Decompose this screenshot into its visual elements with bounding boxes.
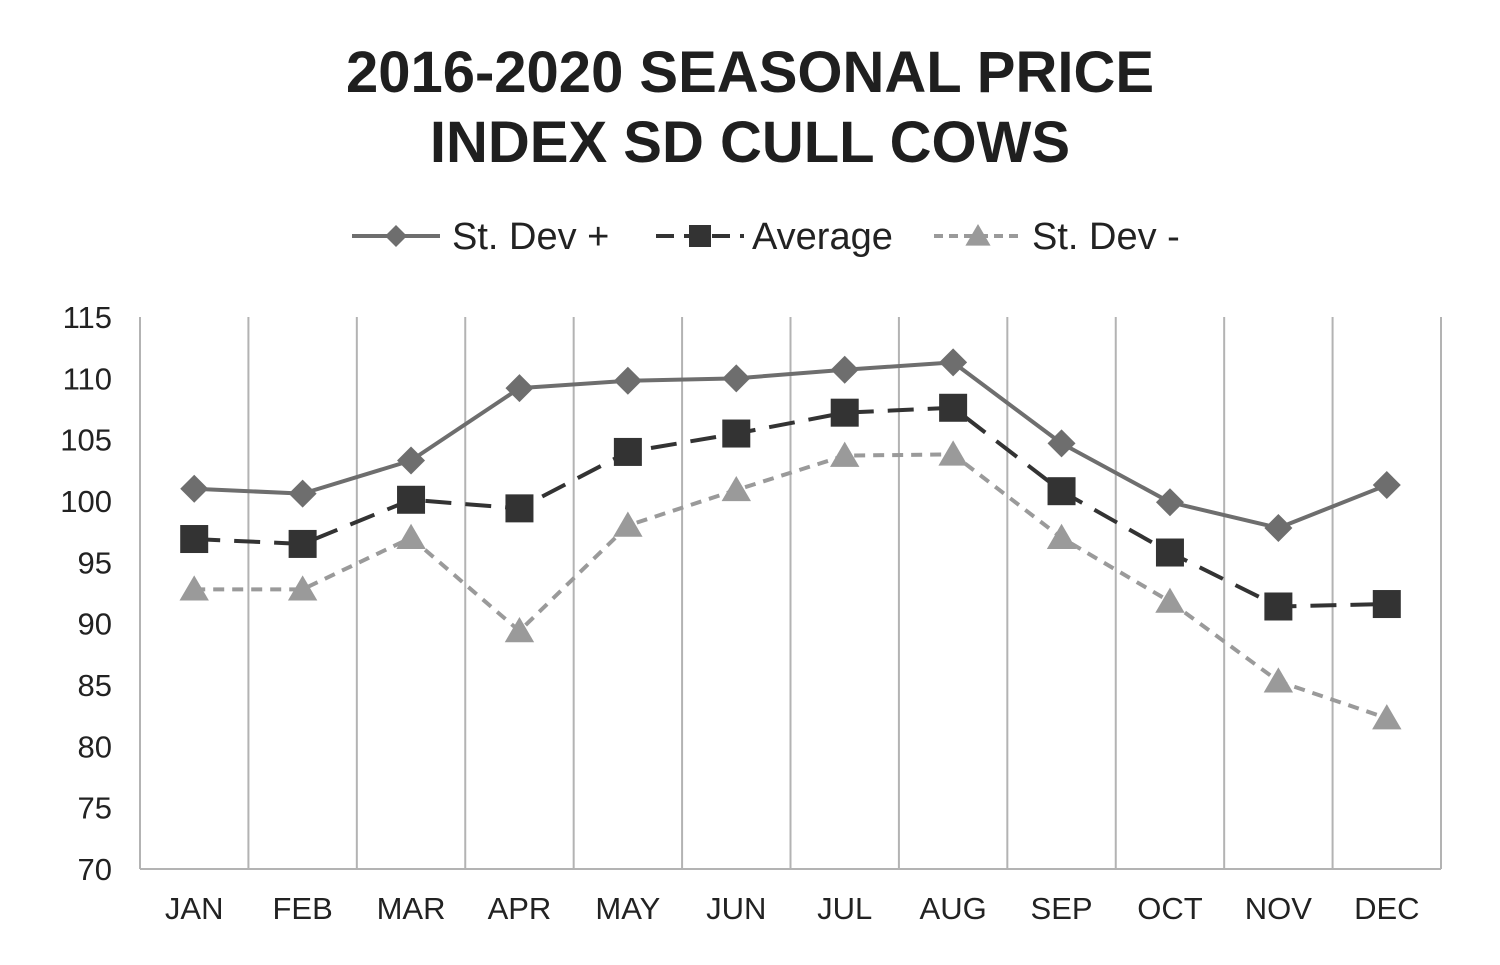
triangle-marker — [1155, 587, 1185, 613]
diamond-marker — [180, 474, 209, 503]
legend-item: Average — [656, 216, 893, 258]
triangle-marker — [287, 575, 318, 601]
square-marker — [689, 225, 711, 247]
x-tick-label: MAR — [377, 891, 446, 926]
x-tick-label: JAN — [165, 891, 224, 926]
x-tick-label: NOV — [1245, 891, 1313, 926]
x-axis-tick-labels: JAN FEB MAR APR MAY JUN JUL AUG SEP OCT NOV DEC — [165, 891, 1420, 926]
y-tick-label: 80 — [78, 729, 112, 764]
triangle-marker — [965, 224, 991, 246]
triangle-marker — [721, 475, 751, 502]
plot-area: 115 110 105 100 95 90 85 80 75 70 JAN FEB MAR APR MAY… — [60, 300, 1442, 926]
diamond-marker — [1264, 513, 1293, 542]
y-axis-tick-labels: 115 110 105 100 95 90 85 80 75 70 — [60, 300, 112, 887]
legend-label: St. Dev - — [1032, 216, 1180, 258]
series-line — [194, 405, 1387, 609]
x-tick-label: JUN — [706, 891, 766, 926]
chart-title: 2016-2020 SEASONAL PRICE INDEX SD CULL C… — [0, 38, 1500, 178]
series-st-dev — [179, 440, 1402, 730]
square-marker — [722, 419, 751, 448]
series-lines — [179, 348, 1402, 730]
y-tick-label: 110 — [63, 361, 112, 396]
diamond-marker — [722, 364, 751, 393]
square-marker — [1047, 477, 1076, 506]
square-marker — [939, 393, 968, 422]
diamond-marker — [613, 366, 642, 395]
square-marker — [288, 529, 317, 558]
diamond-marker — [939, 348, 968, 377]
grid-lines — [139, 317, 1442, 869]
diamond-marker — [505, 374, 534, 403]
x-tick-label: OCT — [1137, 891, 1203, 926]
triangle-marker — [179, 575, 209, 601]
x-tick-label: AUG — [920, 891, 987, 926]
triangle-marker — [613, 511, 643, 537]
triangle-marker — [504, 617, 535, 643]
y-tick-label: 100 — [60, 484, 112, 519]
square-marker — [397, 485, 426, 514]
diamond-marker — [288, 479, 317, 508]
legend-item: St. Dev - — [934, 216, 1180, 258]
diamond-marker — [1372, 471, 1401, 500]
series-line — [194, 360, 1388, 530]
y-tick-label: 95 — [78, 545, 112, 580]
x-tick-label: SEP — [1031, 891, 1093, 926]
x-tick-label: FEB — [272, 891, 332, 926]
y-tick-label: 85 — [78, 668, 112, 703]
square-marker — [613, 437, 642, 466]
square-marker — [1264, 592, 1293, 621]
diamond-marker — [397, 446, 426, 475]
diamond-marker — [1155, 488, 1184, 517]
diamond-marker — [830, 355, 859, 384]
triangle-marker — [396, 523, 426, 549]
chart-title-line-2: INDEX SD CULL COWS — [429, 110, 1071, 175]
triangle-marker — [1372, 704, 1402, 730]
square-marker — [505, 494, 534, 523]
square-marker — [1155, 538, 1184, 567]
y-tick-label: 75 — [78, 791, 112, 826]
triangle-marker — [938, 440, 968, 466]
x-tick-label: APR — [488, 891, 552, 926]
square-marker — [1372, 590, 1401, 619]
triangle-marker — [1046, 523, 1077, 549]
x-tick-label: DEC — [1354, 891, 1419, 926]
x-tick-label: JUL — [817, 891, 872, 926]
legend-label: Average — [752, 216, 893, 258]
legend-item: St. Dev + — [352, 216, 609, 258]
x-tick-label: MAY — [595, 891, 660, 926]
series-average — [180, 393, 1401, 621]
square-marker — [180, 525, 209, 554]
square-marker — [830, 398, 859, 427]
y-tick-label: 115 — [63, 300, 112, 335]
legend: St. Dev + Average St. Dev - — [352, 216, 1180, 258]
series-st-dev — [180, 348, 1401, 542]
y-tick-label: 105 — [60, 423, 112, 458]
legend-label: St. Dev + — [452, 216, 609, 258]
triangle-marker — [1263, 667, 1294, 693]
triangle-marker — [830, 441, 860, 467]
series-line — [194, 452, 1388, 721]
diamond-marker — [1047, 429, 1076, 458]
diamond-marker — [385, 225, 407, 247]
chart-title-line-1: 2016-2020 SEASONAL PRICE — [345, 40, 1155, 105]
y-tick-label: 90 — [78, 607, 112, 642]
y-tick-label: 70 — [78, 852, 112, 887]
